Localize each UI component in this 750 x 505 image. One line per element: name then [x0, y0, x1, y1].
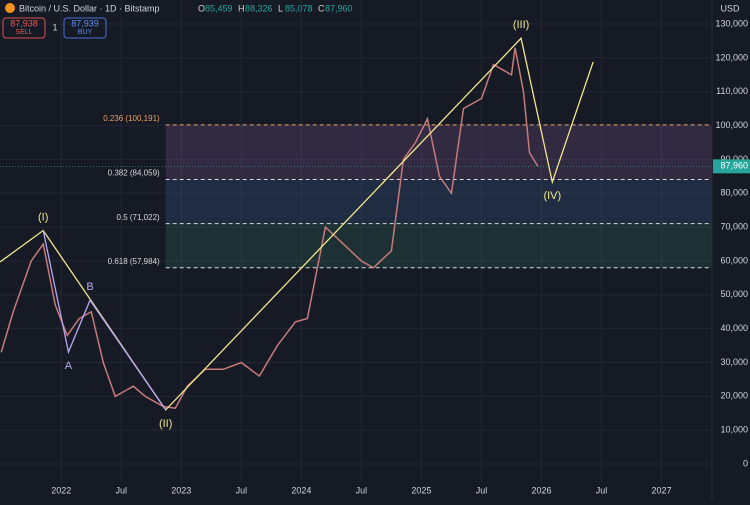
ohlc-value: 88,326: [245, 3, 273, 13]
buy-price: 87,939: [71, 18, 99, 28]
ohlc-key: L: [278, 3, 283, 13]
ohlc-value: 85,078: [285, 3, 313, 13]
plot: 0.236 (100,191) 0.382 (84,059) 0.5 (71,022…: [0, 0, 712, 482]
last-price-tag: [713, 159, 750, 174]
ohlc-key: H: [238, 3, 245, 13]
x-tick-label: 2024: [291, 485, 311, 495]
y-tick-label: 50,000: [720, 289, 748, 299]
x-tick-label: 2023: [171, 485, 191, 495]
fib-label: 0.236 (100,191): [103, 114, 160, 123]
wave-label: (III): [513, 19, 530, 31]
ohlc-value: 87,960: [325, 3, 353, 13]
last-price-label: 87,960: [720, 161, 748, 171]
buy-button[interactable]: [63, 17, 107, 39]
sell-price: 87,938: [10, 18, 38, 28]
wave-line: [0, 36, 594, 411]
fib-band: [165, 223, 712, 268]
y-tick-label: 70,000: [720, 221, 748, 231]
symbol: Bitcoin / U.S. Dollar · 1D · Bitstamp: [19, 3, 160, 13]
wave-label: (I): [38, 211, 48, 223]
x-tick-label: 2026: [531, 485, 551, 495]
y-tick-label: 110,000: [716, 86, 748, 96]
y-tick-label: 130,000: [715, 18, 748, 28]
fib-label: 0.382 (84,059): [108, 169, 160, 178]
currency: USD: [720, 3, 740, 13]
sell-button[interactable]: [2, 17, 46, 39]
wave-label: (II): [159, 418, 172, 430]
wave-label: A: [65, 360, 73, 372]
y-tick-label: 40,000: [720, 323, 748, 333]
x-tick-label: Jul: [596, 485, 608, 495]
y-tick-label: 20,000: [720, 391, 748, 401]
ohlc-value: 85,459: [205, 3, 233, 13]
wave-label: B: [86, 281, 93, 293]
fib-label: 0.618 (57,984): [108, 257, 160, 266]
x-tick-label: 2027: [652, 485, 672, 495]
y-tick-label: 0: [743, 458, 748, 468]
y-tick-label: 120,000: [715, 52, 748, 62]
x-tick-label: Jul: [476, 485, 488, 495]
x-tick-label: Jul: [356, 485, 368, 495]
ohlc-key: C: [318, 3, 325, 13]
buy-label: BUY: [78, 29, 93, 36]
x-tick-label: 2025: [411, 485, 431, 495]
y-tick-label: 100,000: [715, 120, 748, 130]
coin-icon: [5, 3, 15, 13]
y-tick-label: 30,000: [720, 357, 748, 367]
y-tick-label: 90,000: [720, 154, 748, 164]
wave-line: [42, 230, 167, 411]
x-tick-label: Jul: [116, 485, 128, 495]
ohlc-key: O: [198, 3, 205, 13]
fib-label: 0.5 (71,022): [117, 213, 160, 222]
x-tick-label: Jul: [236, 485, 248, 495]
x-tick-label: 2022: [51, 485, 71, 495]
spread: 1: [52, 22, 57, 32]
sell-label: SELL: [15, 29, 32, 36]
y-tick-label: 10,000: [720, 425, 748, 435]
price-line: [0, 47, 539, 410]
wave-label: (IV): [543, 190, 561, 202]
y-tick-label: 80,000: [720, 188, 748, 198]
y-tick-label: 60,000: [720, 255, 748, 265]
fib-band: [165, 179, 712, 224]
